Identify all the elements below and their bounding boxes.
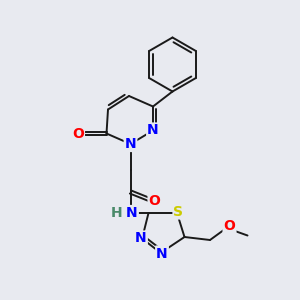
Text: S: S bbox=[173, 205, 184, 218]
Text: N: N bbox=[135, 232, 147, 245]
Text: O: O bbox=[72, 127, 84, 140]
Text: O: O bbox=[224, 220, 236, 233]
Text: N: N bbox=[156, 247, 168, 260]
Text: H: H bbox=[110, 206, 122, 220]
Text: N: N bbox=[126, 206, 138, 220]
Text: N: N bbox=[147, 124, 159, 137]
Text: O: O bbox=[148, 194, 160, 208]
Text: N: N bbox=[125, 137, 136, 151]
